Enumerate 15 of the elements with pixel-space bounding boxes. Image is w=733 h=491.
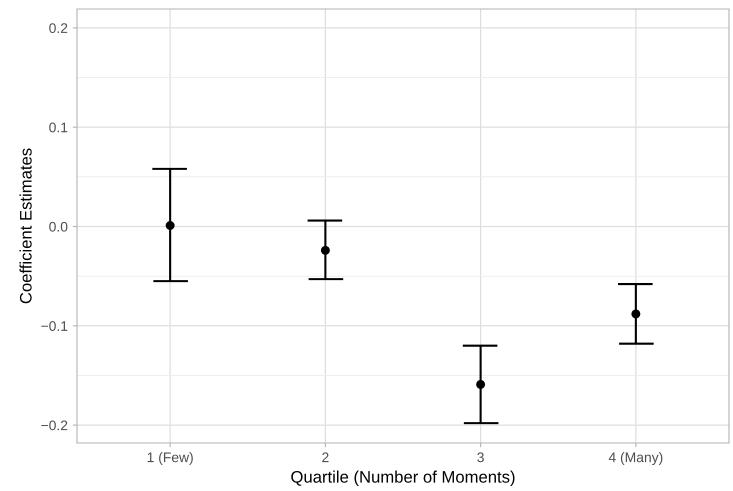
y-tick-label: −0.1 <box>41 321 68 331</box>
y-tick-label: 0.2 <box>49 23 68 34</box>
y-tick-label: −0.2 <box>41 420 68 430</box>
x-axis-title: Quartile (Number of Moments) <box>291 470 515 486</box>
point <box>320 246 330 255</box>
x-tick-label: 2 <box>322 452 329 462</box>
y-tick-label: 0.1 <box>49 122 68 132</box>
y-axis-title: Coefficient Estimates <box>19 148 32 304</box>
y-tick-label: 0.0 <box>49 222 68 232</box>
x-tick-label: 3 <box>477 452 484 462</box>
point <box>166 221 175 230</box>
x-tick-label: 1 (Few) <box>148 452 193 465</box>
x-tick-label: 4 (Many) <box>608 452 662 465</box>
point <box>476 380 486 389</box>
point <box>631 309 640 318</box>
